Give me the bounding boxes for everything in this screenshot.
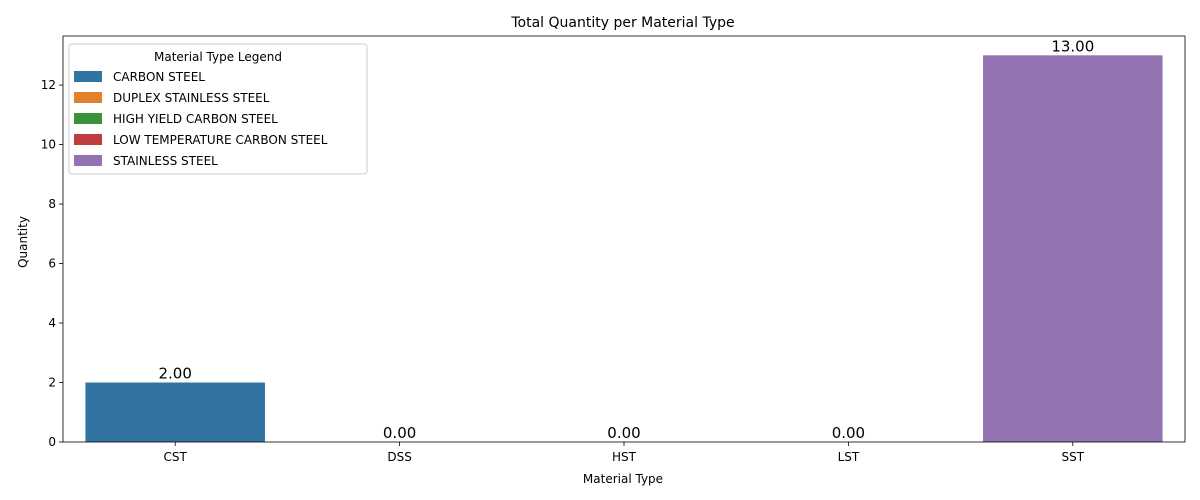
y-axis-title: Quantity bbox=[16, 216, 30, 268]
data-label-sst: 13.00 bbox=[1051, 37, 1094, 55]
bar-cst bbox=[85, 382, 265, 442]
data-label-hst: 0.00 bbox=[607, 424, 640, 442]
plot-area: 2.00 0.00 0.00 0.00 13.00 CST DSS HST LST SST 0 2 4 6… bbox=[41, 35, 1186, 464]
legend-swatch-high-yield-carbon-steel bbox=[74, 113, 102, 124]
x-tick-label-lst: LST bbox=[838, 450, 860, 464]
data-label-dss: 0.00 bbox=[383, 424, 416, 442]
data-label-lst: 0.00 bbox=[832, 424, 865, 442]
y-tick-label-12: 12 bbox=[41, 78, 56, 92]
y-tick-label-6: 6 bbox=[48, 257, 56, 271]
legend-title: Material Type Legend bbox=[154, 50, 282, 64]
chart-title: Total Quantity per Material Type bbox=[510, 15, 734, 31]
legend-label-high-yield-carbon-steel: HIGH YIELD CARBON STEEL bbox=[113, 112, 278, 126]
x-tick-label-cst: CST bbox=[164, 450, 188, 464]
legend-swatch-carbon-steel bbox=[74, 71, 102, 82]
data-label-cst: 2.00 bbox=[158, 365, 191, 383]
legend-label-low-temperature-carbon-steel: LOW TEMPERATURE CARBON STEEL bbox=[113, 133, 328, 147]
x-tick-label-sst: SST bbox=[1062, 450, 1085, 464]
legend-box bbox=[68, 43, 368, 175]
y-tick-label-2: 2 bbox=[48, 376, 56, 390]
y-tick-label-10: 10 bbox=[41, 138, 56, 152]
legend-label-stainless-steel: STAINLESS STEEL bbox=[113, 154, 218, 168]
legend-label-carbon-steel: CARBON STEEL bbox=[113, 70, 205, 84]
legend-swatch-stainless-steel bbox=[74, 155, 102, 166]
legend-swatch-low-temperature-carbon-steel bbox=[74, 134, 102, 145]
x-tick-label-dss: DSS bbox=[387, 450, 411, 464]
legend-label-duplex-stainless-steel: DUPLEX STAINLESS STEEL bbox=[113, 91, 270, 105]
x-axis-title: Material Type bbox=[583, 472, 663, 486]
y-tick-label-0: 0 bbox=[48, 435, 56, 449]
y-tick-label-8: 8 bbox=[48, 197, 56, 211]
y-tick-label-4: 4 bbox=[48, 316, 56, 330]
bar-sst bbox=[983, 55, 1163, 442]
legend-swatch-duplex-stainless-steel bbox=[74, 92, 102, 103]
x-tick-label-hst: HST bbox=[612, 450, 637, 464]
legend: Material Type Legend CARBON STEEL DUPLEX S… bbox=[68, 43, 368, 175]
